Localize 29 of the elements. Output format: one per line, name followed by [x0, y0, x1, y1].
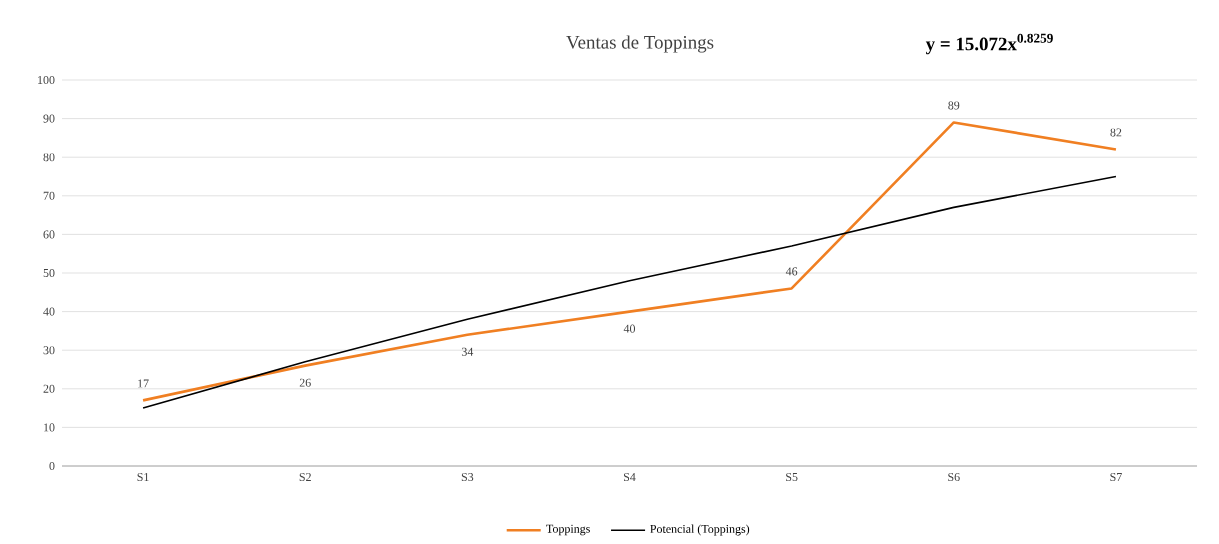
y-tick-label: 80 — [43, 153, 55, 162]
x-tick-label: S5 — [786, 473, 798, 482]
data-label: 17 — [138, 379, 149, 388]
data-label: 40 — [623, 324, 636, 333]
x-tick-label: S7 — [1110, 473, 1122, 482]
data-label: 89 — [948, 101, 960, 110]
y-tick-label: 20 — [43, 384, 55, 393]
data-label: 26 — [299, 378, 311, 387]
x-tick-label: S6 — [948, 473, 960, 482]
x-tick-label: S1 — [137, 473, 149, 482]
x-tick-label: S3 — [461, 473, 474, 482]
legend-label: Potencial (Toppings) — [650, 524, 750, 536]
y-tick-label: 40 — [43, 307, 55, 316]
y-tick-label: 70 — [43, 191, 55, 200]
y-tick-label: 90 — [43, 114, 55, 123]
y-tick-label: 50 — [43, 268, 55, 278]
y-tick-label: 60 — [43, 230, 55, 239]
x-tick-label: S2 — [299, 473, 311, 482]
chart-title: Ventas de Toppings — [566, 35, 714, 53]
legend-label: Toppings — [546, 524, 590, 536]
data-label: 34 — [461, 347, 474, 356]
data-label: 46 — [785, 267, 798, 276]
y-tick-label: 100 — [38, 75, 55, 85]
data-label: 82 — [1110, 128, 1122, 137]
y-tick-label: 30 — [43, 346, 55, 355]
x-tick-label: S4 — [624, 473, 636, 482]
y-tick-label: 0 — [49, 461, 55, 471]
text: y = 15.072x$^{0.8259}$ — [925, 33, 1053, 55]
y-tick-label: 10 — [44, 423, 55, 432]
